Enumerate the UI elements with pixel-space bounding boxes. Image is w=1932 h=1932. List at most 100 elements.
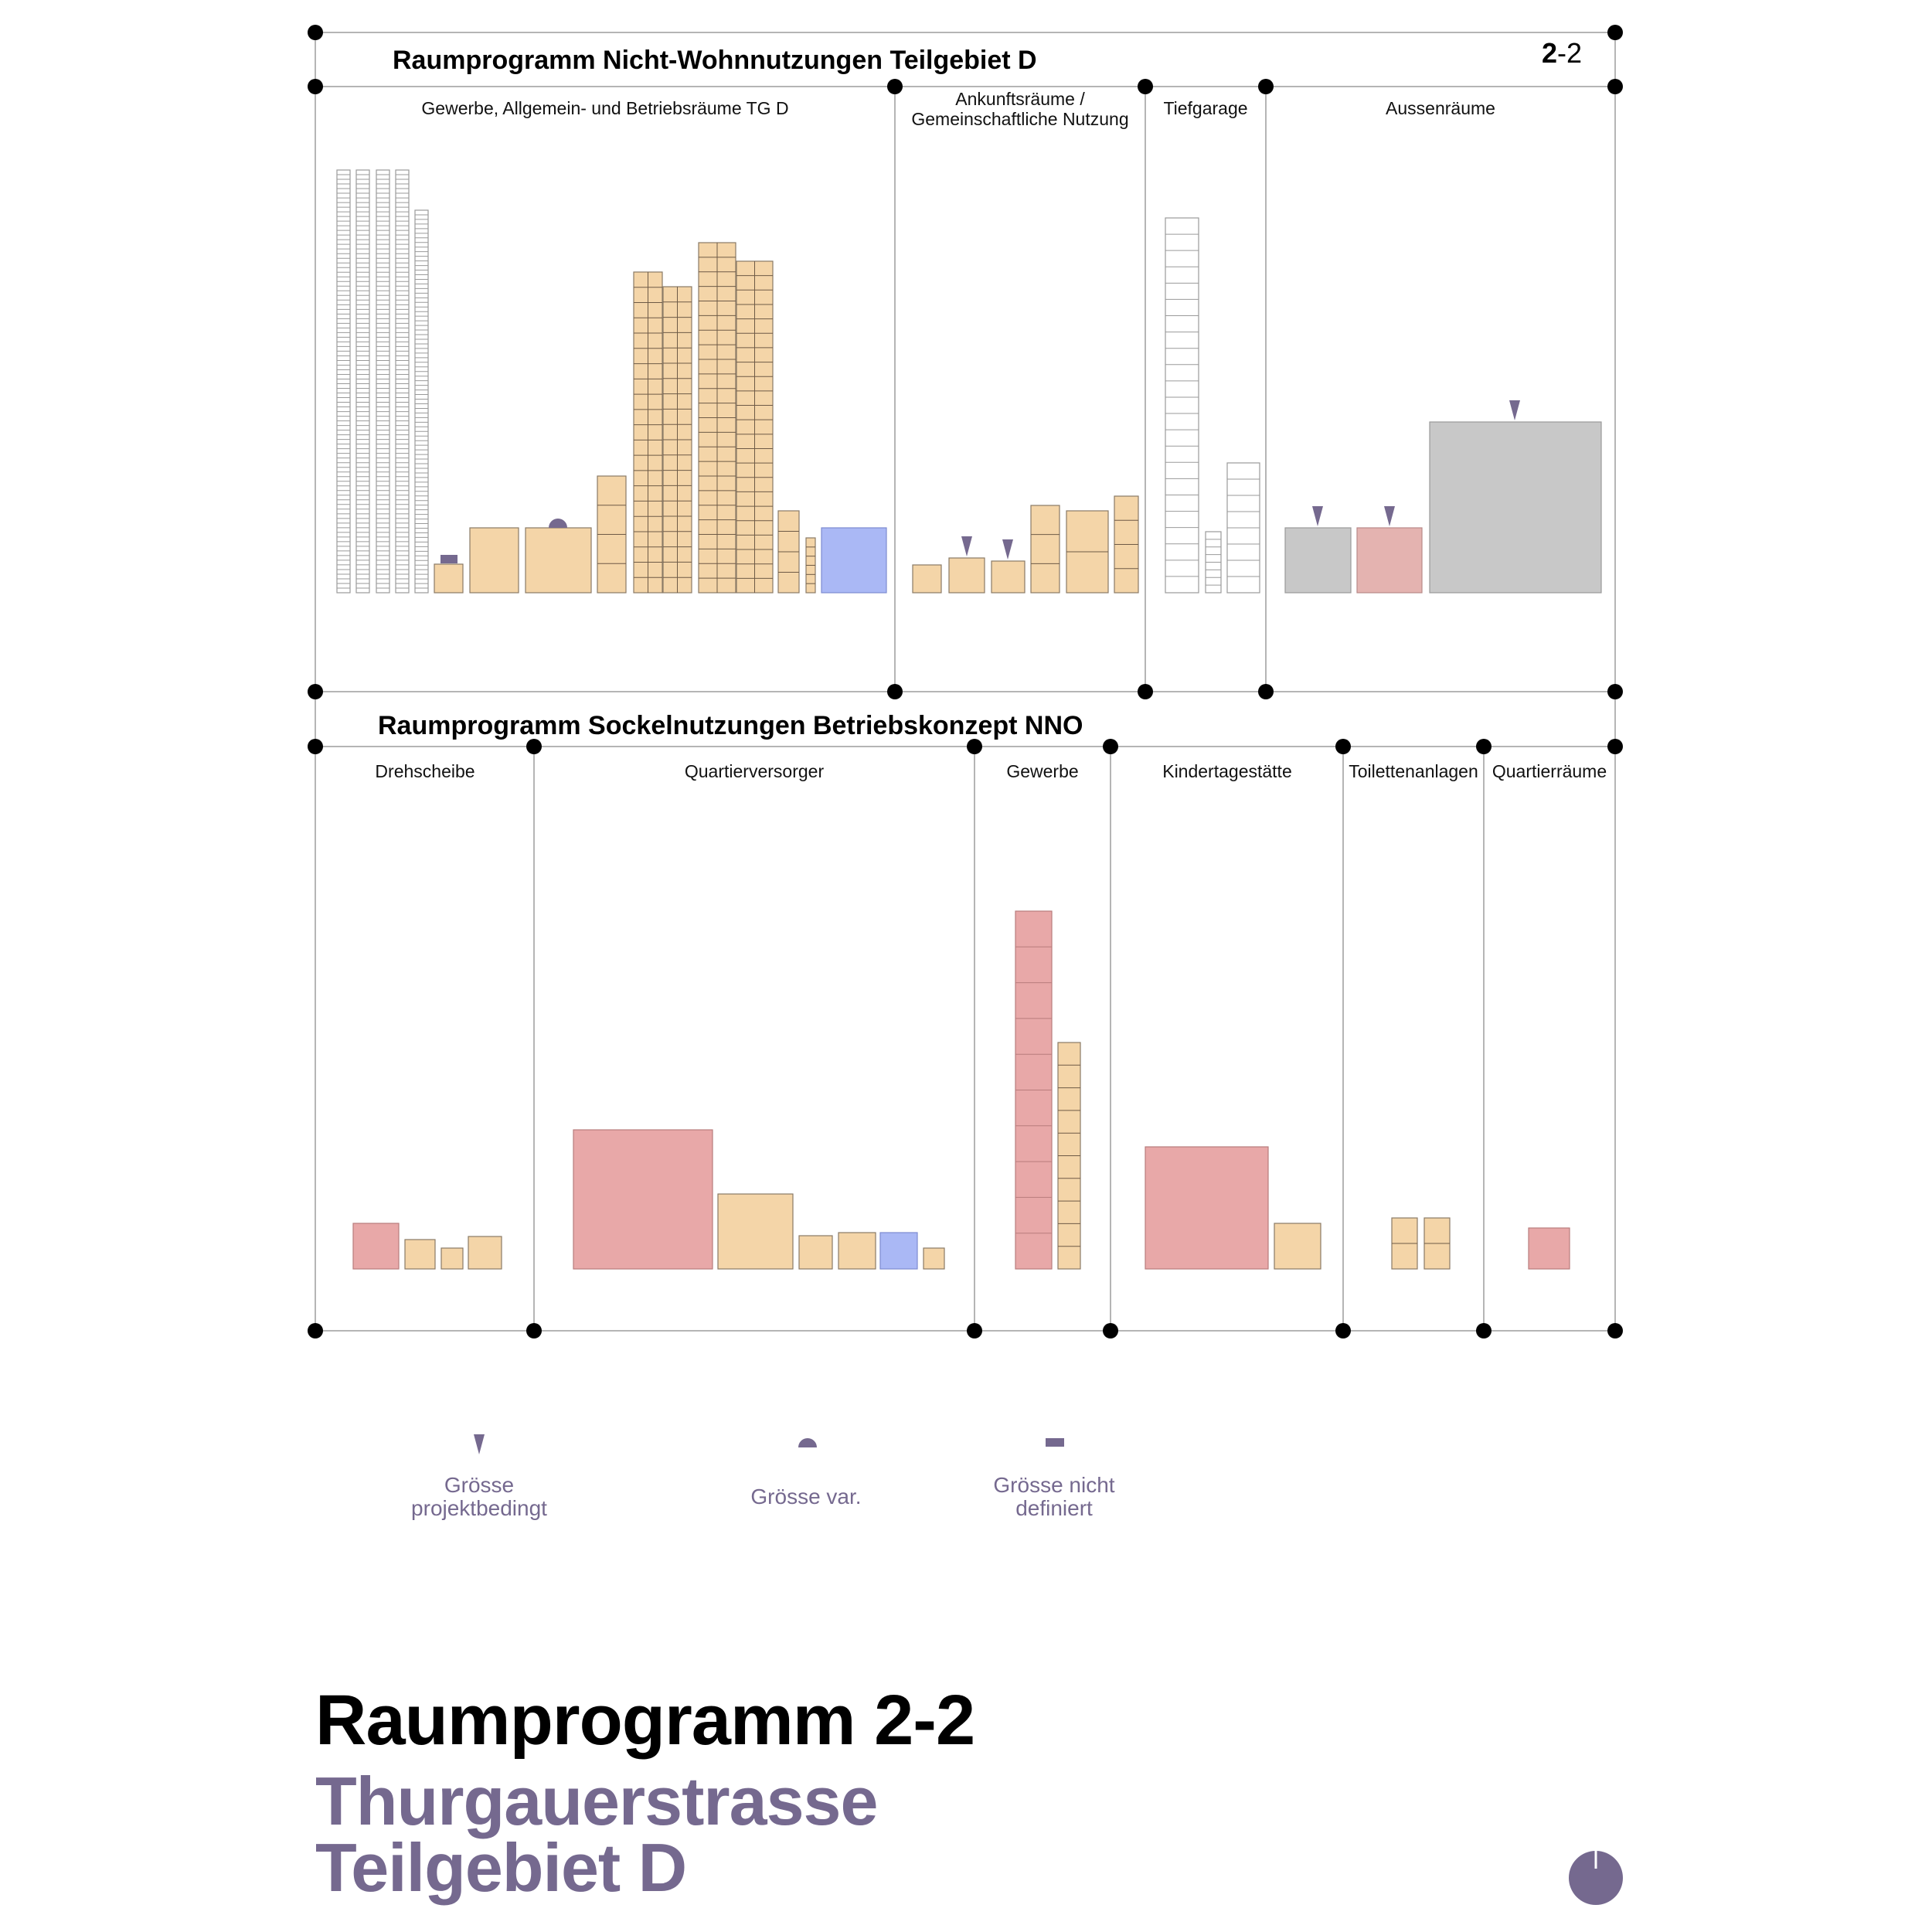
legend: Grösse projektbedingt Grösse var. Grösse ni… (411, 1473, 1115, 1520)
legend-label-1: Grösse projektbedingt (411, 1473, 547, 1520)
legend-bar-icon (1046, 1438, 1064, 1447)
room-block (468, 1236, 502, 1270)
frame-dot (308, 1323, 323, 1338)
panel-frame (315, 32, 1616, 1332)
bottom-panel-title: Raumprogramm Sockelnutzungen Betriebskon… (378, 711, 1083, 740)
room-block (352, 1223, 400, 1270)
legend-label-2: Grösse var. (750, 1485, 861, 1509)
room-block (1226, 462, 1260, 594)
top-column-label-3: Tiefgarage (1163, 98, 1247, 118)
room-block (1528, 1227, 1570, 1270)
frame-dot (1335, 739, 1351, 754)
legend-semicircle-icon (798, 1438, 817, 1447)
bottom-column-label-6: Quartierräume (1492, 761, 1607, 781)
block-rect (879, 1232, 918, 1270)
frame-dot (1138, 684, 1153, 699)
frame-dot (967, 739, 982, 754)
room-block (821, 527, 887, 594)
frame-dot (526, 739, 542, 754)
room-block (1057, 1042, 1081, 1270)
block-rect (798, 1235, 833, 1270)
room-block (1391, 1217, 1418, 1270)
frame-dot (1476, 739, 1492, 754)
bottom-column-label-4: Kindertagestätte (1162, 761, 1292, 781)
page-number-rest: -2 (1557, 37, 1583, 69)
bottom-column-label-2: Quartierversorger (685, 761, 825, 781)
room-block (736, 260, 774, 594)
room-block (1165, 217, 1199, 594)
triangle-marker-icon (961, 536, 972, 556)
room-block (1274, 1223, 1321, 1270)
size-markers (440, 400, 1520, 1454)
block-rect (525, 527, 592, 594)
frame-dot (1607, 79, 1623, 94)
frame-dot (1607, 1323, 1623, 1338)
block-rect (948, 557, 985, 594)
triangle-marker-icon (1384, 506, 1395, 526)
top-column-labels: Gewerbe, Allgemein- und Betriebsräume TG… (421, 89, 1495, 129)
frame-dot (1335, 1323, 1351, 1338)
block-rect (1528, 1227, 1570, 1270)
room-block (1284, 527, 1352, 594)
room-block (404, 1239, 436, 1270)
top-column-label-4: Aussenräume (1386, 98, 1495, 118)
block-rect (912, 564, 942, 594)
block-rect (440, 1247, 464, 1270)
subtitle-line-1: Thurgauerstrasse (315, 1763, 878, 1839)
room-block (948, 557, 985, 594)
block-rect (573, 1129, 713, 1270)
room-block (912, 564, 942, 594)
frame-dot (1607, 25, 1623, 40)
bottom-column-label-5: Toilettenanlagen (1349, 761, 1478, 781)
block-rect (469, 527, 519, 594)
room-block (838, 1232, 876, 1270)
block-rect (717, 1193, 794, 1270)
page-number-bold: 2 (1542, 37, 1558, 69)
frame-dot (1103, 1323, 1118, 1338)
block-rect (1165, 217, 1199, 594)
room-block (798, 1235, 833, 1270)
frame-dot (887, 684, 903, 699)
frame-dot (308, 79, 323, 94)
page-title: Raumprogramm 2-2 (315, 1681, 975, 1760)
block-rect (923, 1247, 945, 1270)
room-block (1356, 527, 1423, 594)
room-block (698, 242, 736, 594)
block-rect (1274, 1223, 1321, 1270)
bar-marker-icon (440, 555, 457, 563)
room-block (469, 527, 519, 594)
block-rect (355, 169, 370, 594)
frame-dot (308, 739, 323, 754)
room-block (434, 563, 464, 594)
block-rect (821, 527, 887, 594)
frame-dot (1476, 1323, 1492, 1338)
room-block (1066, 510, 1109, 594)
block-rect (414, 209, 429, 594)
block-rect (376, 169, 390, 594)
room-block (1423, 1217, 1451, 1270)
block-rect (991, 560, 1026, 594)
room-block (1205, 531, 1222, 594)
room-block (633, 271, 663, 594)
room-block (525, 527, 592, 594)
room-block (597, 475, 627, 594)
page-number: 2-2 (1542, 37, 1582, 70)
top-column-label-2: Ankunftsräume / Gemeinschaftliche Nutzung (911, 89, 1128, 129)
block-rect (1284, 527, 1352, 594)
bottom-column-label-3: Gewerbe (1006, 761, 1078, 781)
triangle-marker-icon (1312, 506, 1323, 526)
room-block (879, 1232, 918, 1270)
frame-dot (308, 684, 323, 699)
block-rect (434, 563, 464, 594)
room-block (395, 169, 410, 594)
subtitle-line-2: Teilgebiet D (315, 1829, 687, 1906)
frame-dot (1138, 79, 1153, 94)
room-block (336, 169, 351, 594)
footer-title-block: Raumprogramm 2-2 Thurgauerstrasse Teilge… (315, 1681, 975, 1906)
block-rect (838, 1232, 876, 1270)
room-block (573, 1129, 713, 1270)
room-block (1114, 495, 1139, 594)
block-rect (1145, 1146, 1269, 1270)
block-rect (1429, 421, 1602, 594)
frame-dot (1607, 739, 1623, 754)
